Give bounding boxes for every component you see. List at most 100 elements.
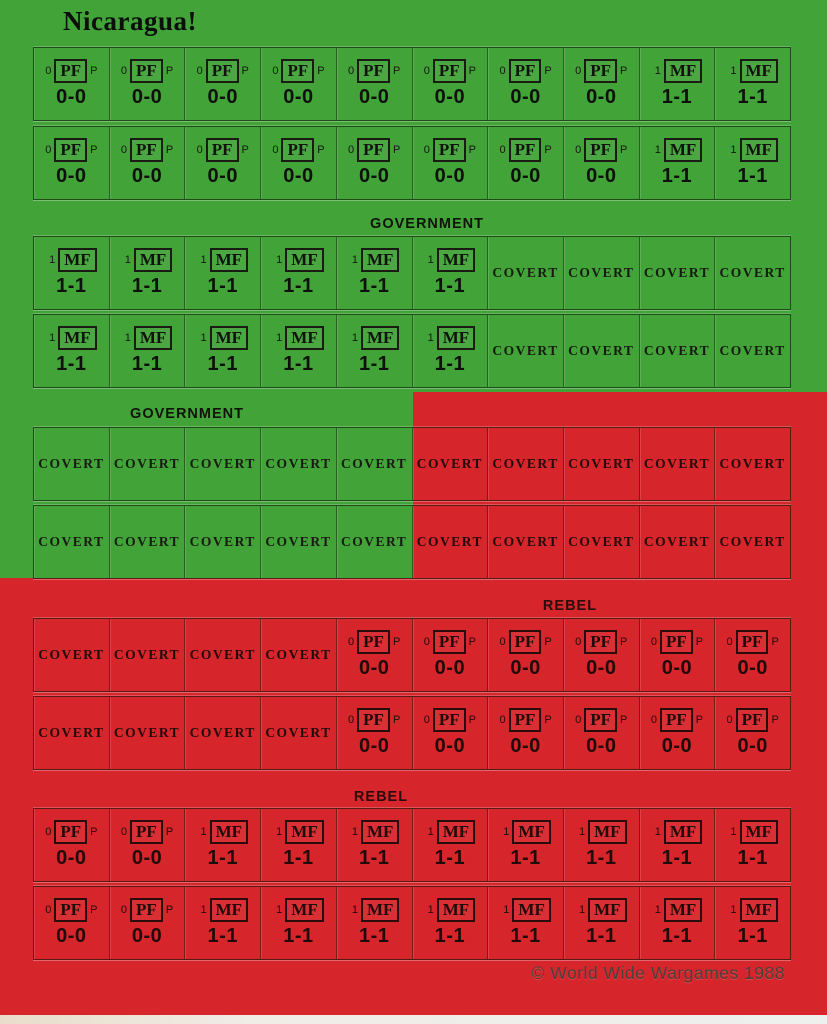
unit-strength: 1-1 [434, 847, 466, 870]
counter-pf-green: 0 PF P 0-0 [34, 127, 110, 199]
counter-covert-green: COVERT [488, 237, 564, 309]
counter-covert-red: COVERT [412, 428, 489, 500]
unit-prefix: 0 [120, 64, 128, 77]
unit-type-box: PF [357, 137, 390, 163]
covert-label: COVERT [265, 725, 332, 740]
covert-label: COVERT [113, 456, 181, 471]
counter-covert-green: COVERT [715, 237, 791, 309]
sheet-title: Nicaragua! [63, 6, 197, 36]
counter-pf-green: 0 PF P 0-0 [336, 48, 413, 120]
unit-prefix: 1 [427, 331, 434, 344]
covert-label: COVERT [416, 534, 484, 549]
unit-type-box: PF [357, 707, 390, 733]
counter-strip-row-1: 0 PF P 0-0 0 PF P 0-0 0 PF P 0-0 0 PF P 0-0 0 PF P 0-0 0 PF P 0… [33, 47, 791, 121]
unit-type-box: PF [432, 58, 466, 84]
unit-type-box: PF [584, 707, 618, 733]
covert-label: COVERT [492, 343, 559, 358]
counter-mf-red: 1 MF 1-1 [563, 809, 640, 881]
unit-designation: 1 MF [273, 247, 324, 273]
unit-type-box: MF [739, 897, 778, 923]
unit-prefix: 1 [578, 825, 586, 838]
unit-suffix: P [392, 635, 401, 648]
unit-designation: 1 MF [576, 819, 627, 845]
unit-prefix: 0 [499, 64, 506, 77]
counter-covert-green: COVERT [715, 315, 791, 387]
unit-designation: 0 PF P [345, 137, 403, 163]
unit-type-box: MF [739, 819, 778, 845]
counter-mf-red: 1 MF 1-1 [563, 887, 640, 959]
unit-suffix: P [165, 143, 174, 156]
counter-mf-green: 1 MF 1-1 [639, 127, 716, 199]
counter-pf-red: 0 PF P 0-0 [488, 619, 564, 691]
unit-designation: 1 MF [122, 247, 173, 273]
unit-designation: 1 MF [197, 325, 249, 351]
counter-pf-green: 0 PF P 0-0 [488, 48, 564, 120]
unit-designation: 0 PF P [572, 58, 630, 84]
counter-pf-red: 0 PF P 0-0 [109, 887, 186, 959]
unit-designation: 0 PF P [572, 137, 630, 163]
unit-strength: 0-0 [737, 735, 768, 758]
unit-type-box: PF [508, 707, 542, 733]
unit-suffix: P [771, 635, 779, 648]
unit-prefix: 0 [348, 64, 355, 77]
unit-type-box: MF [361, 897, 400, 923]
unit-prefix: 0 [45, 903, 52, 916]
section-label-rebel-1: REBEL [542, 598, 598, 614]
counter-covert-green: COVERT [639, 315, 716, 387]
unit-prefix: 1 [427, 825, 434, 838]
unit-strength: 0-0 [586, 735, 617, 758]
unit-prefix: 0 [120, 143, 128, 156]
counter-covert-green: COVERT [488, 315, 564, 387]
counter-pf-red: 0 PF P 0-0 [488, 697, 564, 769]
section-label-government-2: GOVERNMENT [130, 406, 244, 422]
unit-type-box: PF [584, 58, 618, 84]
unit-strength: 0-0 [510, 165, 541, 188]
unit-prefix: 1 [427, 903, 434, 916]
unit-prefix: 1 [351, 825, 358, 838]
unit-prefix: 0 [348, 713, 355, 726]
unit-type-box: PF [735, 707, 769, 733]
counter-pf-red: 0 PF P 0-0 [412, 697, 489, 769]
unit-designation: 1 MF [652, 897, 703, 923]
unit-suffix: P [317, 143, 325, 156]
counter-pf-red: 0 PF P 0-0 [34, 809, 110, 881]
unit-strength: 0-0 [510, 657, 541, 680]
unit-type-box: MF [739, 137, 778, 163]
counter-covert-green: COVERT [109, 428, 186, 500]
unit-prefix: 0 [575, 713, 582, 726]
covert-label: COVERT [643, 456, 711, 471]
counter-mf-green: 1 MF 1-1 [185, 315, 262, 387]
unit-strength: 0-0 [358, 165, 390, 188]
unit-type-box: PF [432, 137, 466, 163]
covert-label: COVERT [719, 265, 786, 280]
unit-designation: 1 MF [273, 325, 324, 351]
unit-type-box: PF [659, 629, 693, 655]
unit-prefix: 1 [276, 903, 283, 916]
counter-covert-red: COVERT [563, 428, 640, 500]
unit-prefix: 0 [45, 64, 52, 77]
unit-prefix: 1 [427, 253, 434, 266]
covert-label: COVERT [643, 343, 711, 358]
counter-strip-row-8: COVERT COVERT COVERT COVERT 0 PF P 0-0 0 PF P 0-0 0 P… [33, 696, 791, 770]
unit-strength: 0-0 [510, 86, 541, 109]
unit-suffix: P [392, 143, 401, 156]
unit-type-box: MF [285, 897, 324, 923]
covert-label: COVERT [38, 534, 105, 549]
counter-mf-red: 1 MF 1-1 [488, 809, 564, 881]
unit-designation: 0 PF P [269, 137, 327, 163]
unit-designation: 0 PF P [269, 58, 327, 84]
counter-mf-green: 1 MF 1-1 [639, 48, 716, 120]
unit-suffix: P [620, 713, 628, 726]
counter-mf-green: 1 MF 1-1 [715, 48, 791, 120]
unit-prefix: 0 [575, 143, 582, 156]
unit-type-box: PF [659, 707, 693, 733]
covert-label: COVERT [719, 343, 786, 358]
unit-designation: 1 MF [500, 897, 551, 923]
unit-designation: 1 MF [197, 247, 249, 273]
unit-type-box: MF [512, 819, 551, 845]
unit-suffix: P [468, 635, 476, 648]
unit-designation: 0 PF P [572, 629, 630, 655]
counter-pf-green: 0 PF P 0-0 [261, 48, 337, 120]
unit-strength: 1-1 [737, 925, 768, 948]
unit-prefix: 1 [276, 825, 283, 838]
